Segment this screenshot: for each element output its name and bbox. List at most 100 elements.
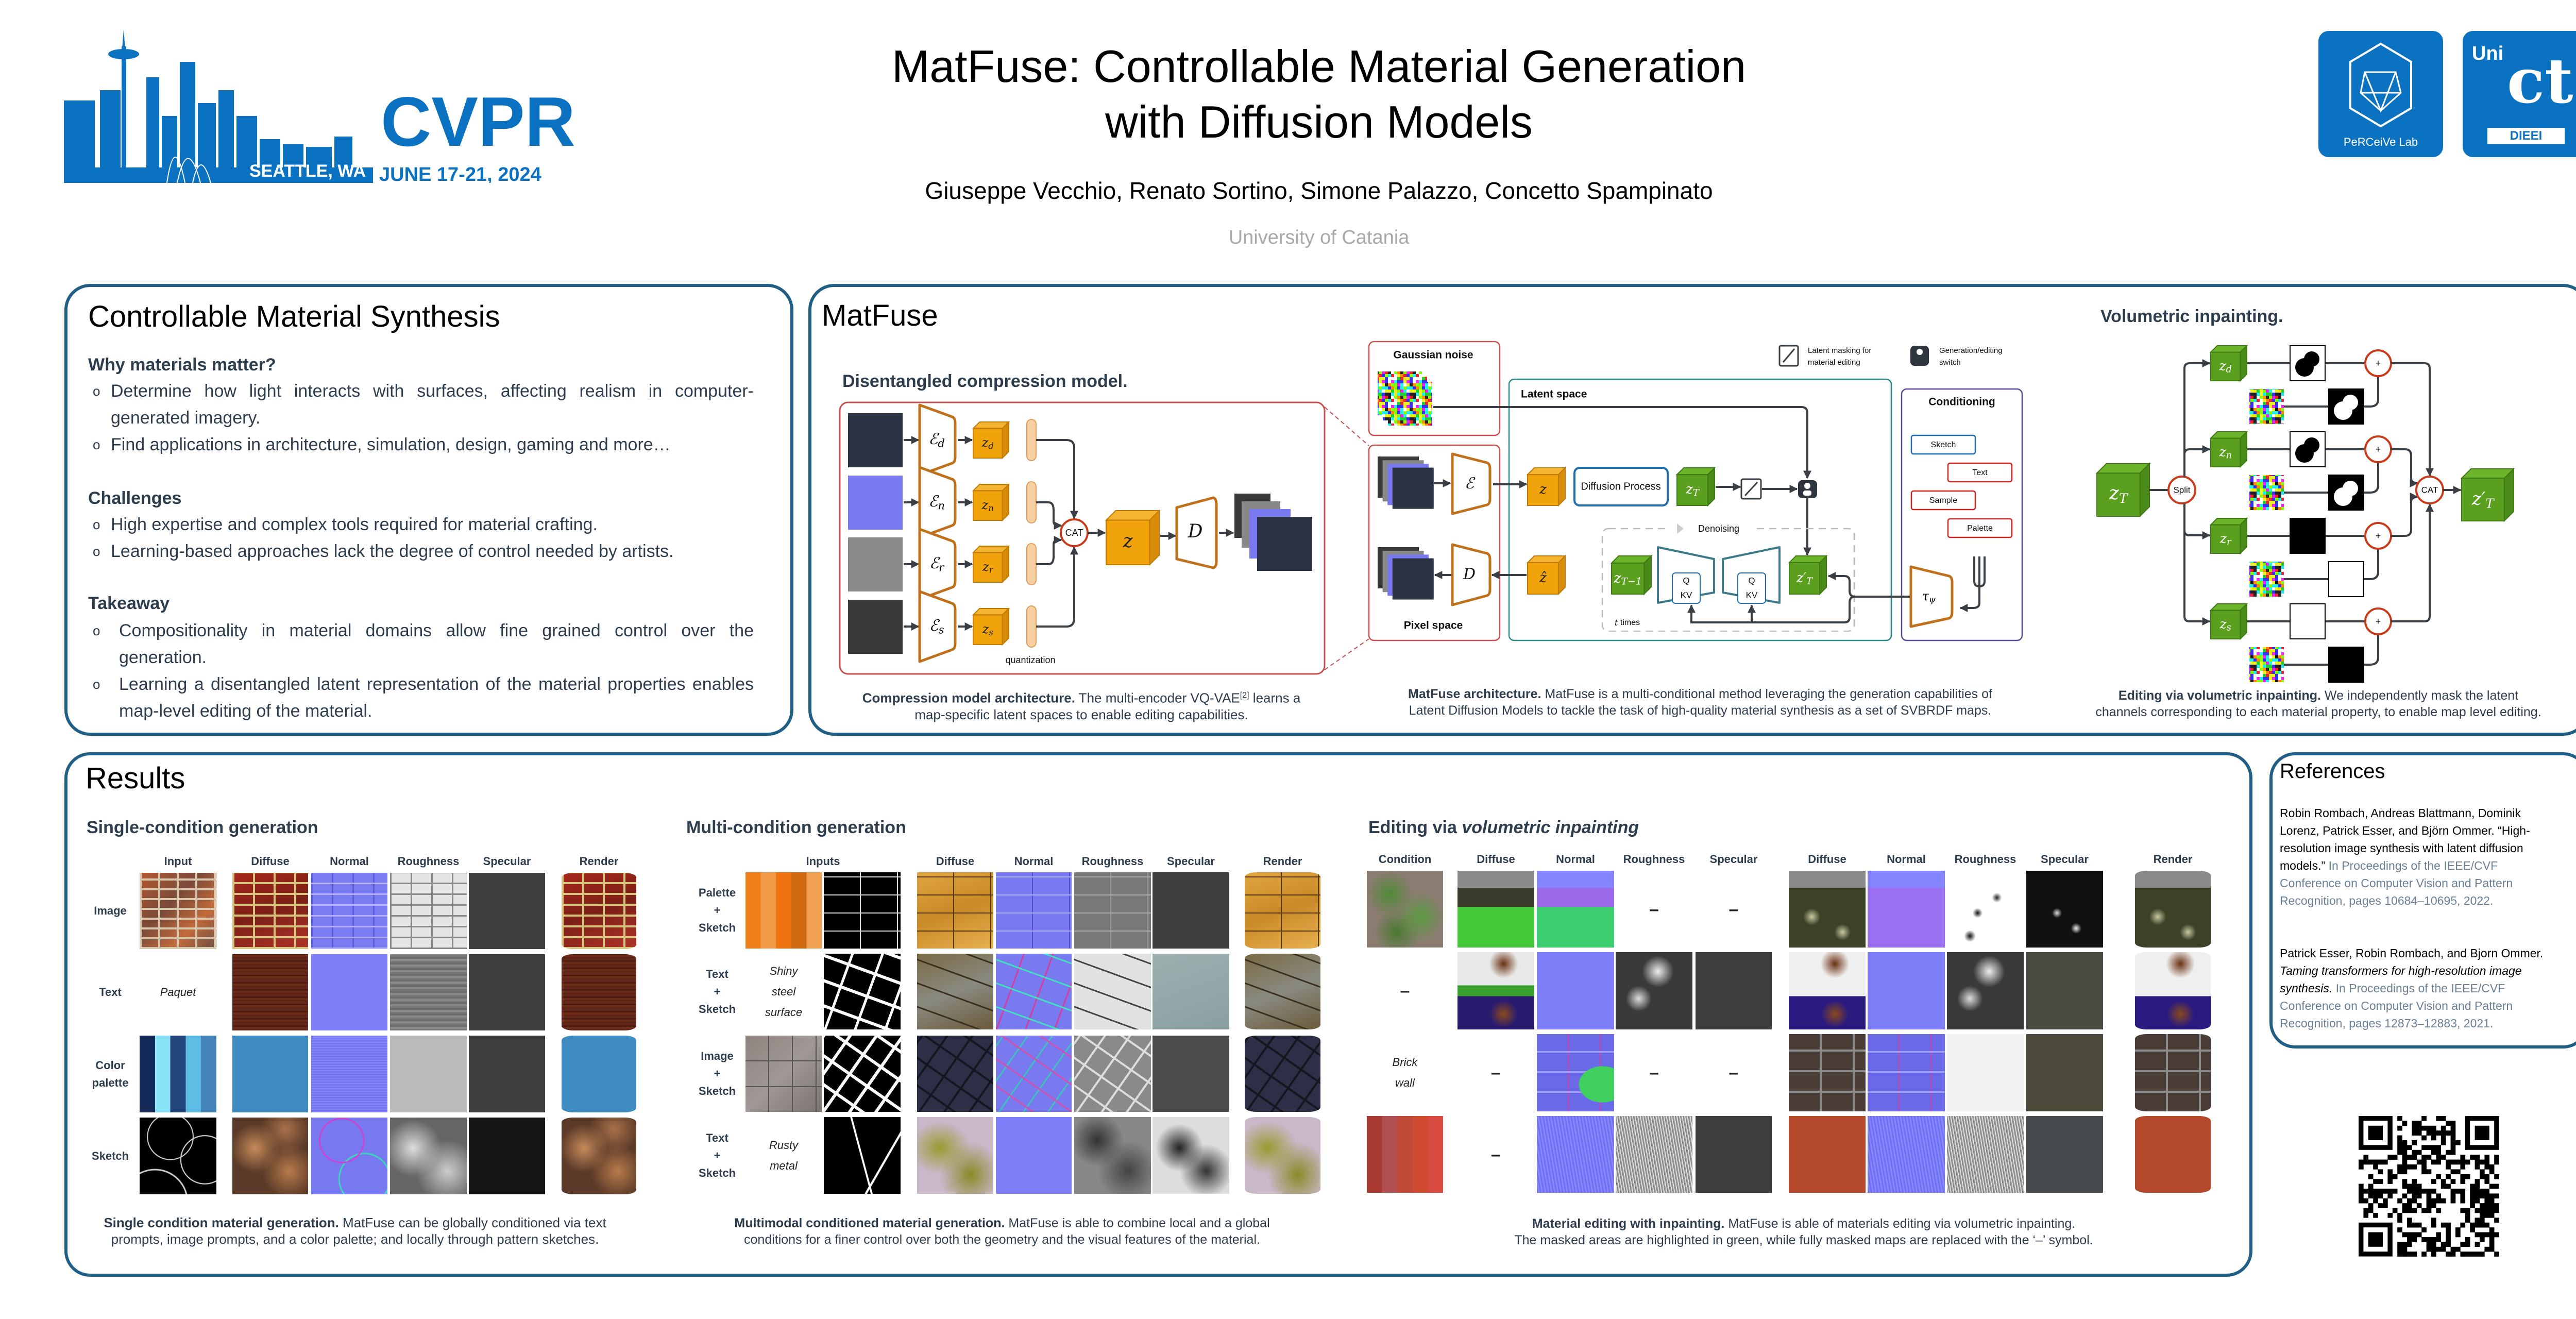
qr-module — [2475, 1198, 2480, 1204]
poster-title: MatFuse: Controllable Material Generatio… — [0, 39, 2576, 150]
qr-module — [2489, 1213, 2495, 1218]
caption-text: The multi-encoder VQ-VAE — [1075, 690, 1240, 706]
qr-module — [2412, 1121, 2417, 1126]
roughness-map — [390, 1118, 467, 1194]
condition-map — [1367, 1116, 1443, 1193]
list-item: o Find applications in architecture, simu… — [93, 431, 754, 458]
qr-module — [2412, 1237, 2417, 1242]
qr-module — [2475, 1164, 2480, 1170]
qr-module — [2460, 1193, 2466, 1199]
qr-module — [2484, 1174, 2490, 1179]
caption-text: map-specific latent spaces to enable edi… — [914, 706, 1248, 722]
qr-module — [2373, 1213, 2378, 1218]
qr-module — [2446, 1164, 2451, 1170]
render-preview — [1245, 1117, 1320, 1194]
qr-finder — [2465, 1116, 2499, 1150]
qr-module — [2475, 1252, 2480, 1257]
column-header: Normal — [1887, 853, 1926, 866]
input-diffuse-map — [1458, 871, 1534, 948]
input-roughness-map — [1616, 952, 1692, 1029]
qr-module — [2431, 1246, 2436, 1252]
qr-module — [2426, 1198, 2432, 1204]
qr-module — [2436, 1155, 2442, 1160]
qr-module — [2441, 1242, 2446, 1247]
bullet-icon: o — [93, 383, 100, 399]
cvpr-name: CVPR — [381, 82, 575, 161]
qr-module — [2397, 1145, 2402, 1151]
diffuse-map — [232, 873, 308, 949]
qr-module — [2455, 1189, 2461, 1194]
caption-text: MatFuse is able to combine local and a g… — [1005, 1216, 1270, 1230]
qr-module — [2455, 1140, 2461, 1145]
output-roughness-map — [1947, 1116, 2024, 1193]
column-header: Render — [2153, 853, 2193, 866]
qr-module — [2373, 1193, 2378, 1199]
multi-caption: Multimodal conditioned material generati… — [734, 1215, 1269, 1248]
qr-module — [2387, 1189, 2393, 1194]
qr-module — [2431, 1189, 2436, 1194]
citation-ref[interactable]: [2] — [1240, 691, 1249, 700]
qr-module — [2465, 1237, 2470, 1242]
text-condition: Shiny steel surface — [765, 964, 803, 1019]
editing-title: Editing via volumetric inpainting — [1368, 817, 1639, 838]
qr-finder — [2359, 1222, 2393, 1257]
qr-module — [2436, 1174, 2442, 1179]
qr-module — [2480, 1193, 2485, 1199]
perceive-lab-label: PeRCeiVe Lab — [2343, 136, 2418, 148]
render-preview — [2135, 1034, 2211, 1111]
qr-module — [2441, 1198, 2446, 1204]
specular-map — [1153, 954, 1229, 1029]
qr-module — [2480, 1237, 2485, 1242]
qr-module — [2383, 1159, 2388, 1165]
qr-module — [2387, 1169, 2393, 1175]
qr-module — [2484, 1164, 2490, 1170]
input-map — [140, 1036, 216, 1112]
qr-module — [2426, 1145, 2432, 1151]
caption-text: conditions for a finer control over both… — [744, 1232, 1260, 1247]
qr-module — [2431, 1237, 2436, 1242]
qr-module — [2446, 1149, 2451, 1155]
qr-module — [2450, 1149, 2456, 1155]
references-title: References — [2280, 760, 2385, 783]
column-header: Inputs — [806, 855, 840, 868]
row-label-line: Image — [701, 1050, 734, 1062]
column-header: Specular — [483, 855, 531, 868]
qr-module — [2402, 1149, 2408, 1155]
qr-module — [2489, 1246, 2495, 1252]
qr-module — [2383, 1189, 2388, 1194]
qr-module — [2484, 1179, 2490, 1184]
qr-module — [2470, 1203, 2475, 1208]
intro-heading-challenges: Challenges — [88, 488, 182, 508]
render-preview — [2135, 952, 2211, 1029]
qr-module — [2431, 1217, 2436, 1223]
qr-module — [2412, 1232, 2417, 1238]
bullet-text: Compositionality in material domains all… — [119, 621, 754, 667]
title-line-1: MatFuse: Controllable Material Generatio… — [891, 41, 1747, 92]
qr-module — [2359, 1193, 2364, 1199]
qr-module — [2450, 1179, 2456, 1184]
brain-hexagon-icon — [2349, 42, 2412, 128]
qr-module — [2378, 1169, 2383, 1175]
row-label-line: + — [714, 1148, 721, 1162]
qr-module — [2407, 1145, 2412, 1151]
intro-heading-takeaway: Takeaway — [88, 594, 170, 613]
qr-module — [2397, 1252, 2402, 1257]
qr-module — [2421, 1155, 2427, 1160]
qr-module — [2470, 1222, 2475, 1228]
qr-module — [2412, 1125, 2417, 1131]
qr-module — [2489, 1198, 2495, 1204]
qr-module — [2460, 1179, 2466, 1184]
qr-module — [2359, 1198, 2364, 1204]
qr-module — [2480, 1174, 2485, 1179]
caption-text: learns a — [1249, 690, 1301, 706]
qr-module — [2397, 1116, 2402, 1121]
qr-module — [2373, 1189, 2378, 1194]
qr-module — [2392, 1208, 2398, 1213]
qr-module — [2368, 1174, 2374, 1179]
qr-module — [2426, 1193, 2432, 1199]
qr-module — [2494, 1208, 2499, 1213]
qr-module — [2363, 1208, 2369, 1213]
diffuse-map — [917, 954, 993, 1029]
qr-module — [2412, 1189, 2417, 1194]
qr-module — [2368, 1159, 2374, 1165]
